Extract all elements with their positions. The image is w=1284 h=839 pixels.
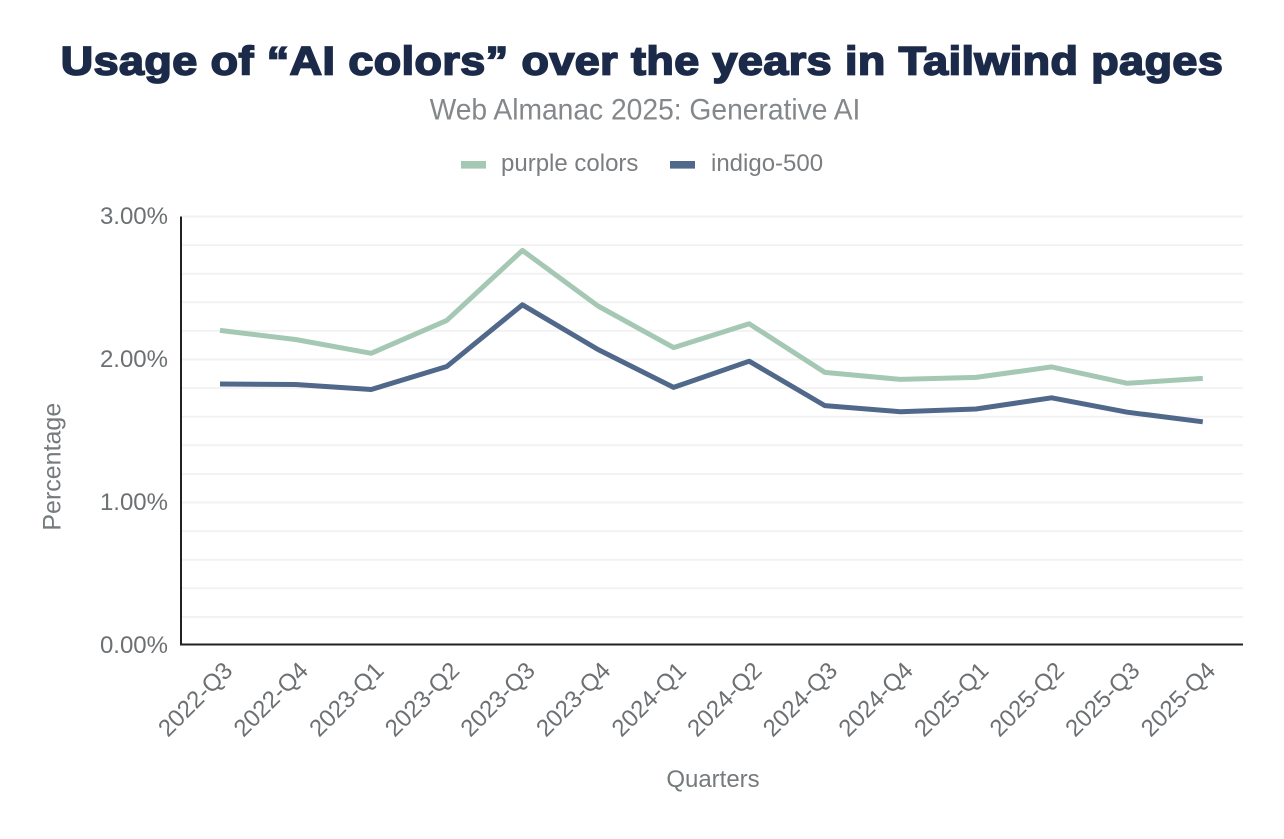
svg-text:0.00%: 0.00% bbox=[100, 632, 168, 659]
svg-text:Web Almanac 2025: Generative A: Web Almanac 2025: Generative AI bbox=[430, 94, 861, 127]
svg-text:3.00%: 3.00% bbox=[100, 203, 168, 230]
svg-text:Usage of “AI colors” over the: Usage of “AI colors” over the years in T… bbox=[61, 40, 1223, 84]
svg-text:Percentage: Percentage bbox=[38, 403, 66, 531]
svg-text:2.00%: 2.00% bbox=[100, 346, 168, 373]
svg-text:purple colors: purple colors bbox=[501, 150, 638, 177]
svg-text:Quarters: Quarters bbox=[666, 766, 759, 793]
svg-text:indigo-500: indigo-500 bbox=[711, 150, 823, 177]
svg-text:1.00%: 1.00% bbox=[100, 489, 168, 516]
